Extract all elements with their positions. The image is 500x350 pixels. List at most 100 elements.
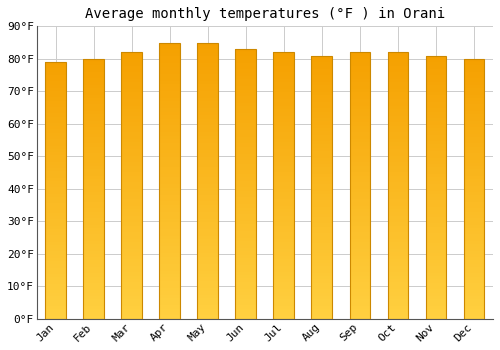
Bar (160, 205, 180, 208)
Bar (198, 56, 218, 60)
Bar (198, 139, 218, 143)
Bar (388, 179, 408, 182)
Bar (312, 85, 332, 89)
Bar (274, 192, 294, 196)
Bar (236, 157, 256, 160)
Bar (426, 154, 446, 158)
Bar (160, 298, 180, 302)
Bar (274, 129, 294, 132)
Bar (312, 302, 332, 306)
Bar (84, 309, 104, 313)
Bar (160, 60, 180, 63)
Bar (46, 200, 66, 203)
Bar (84, 75, 104, 78)
Bar (84, 257, 104, 260)
Bar (388, 232, 408, 236)
Bar (426, 217, 446, 220)
Bar (388, 52, 408, 319)
Bar (84, 273, 104, 276)
Bar (122, 186, 142, 189)
Bar (122, 59, 142, 62)
Bar (274, 159, 294, 162)
Bar (426, 131, 446, 134)
Bar (464, 85, 484, 88)
Bar (426, 253, 446, 256)
Bar (160, 191, 180, 195)
Bar (426, 197, 446, 201)
Bar (274, 135, 294, 139)
Bar (312, 217, 332, 220)
Bar (122, 219, 142, 222)
Bar (312, 293, 332, 296)
Bar (84, 299, 104, 303)
Bar (122, 275, 142, 279)
Bar (426, 167, 446, 171)
Bar (198, 267, 218, 271)
Bar (350, 59, 370, 62)
Bar (274, 99, 294, 102)
Bar (350, 232, 370, 236)
Bar (46, 88, 66, 91)
Bar (274, 312, 294, 316)
Bar (350, 189, 370, 192)
Bar (350, 135, 370, 139)
Bar (236, 150, 256, 154)
Bar (274, 149, 294, 152)
Bar (388, 116, 408, 119)
Bar (350, 299, 370, 302)
Bar (274, 309, 294, 312)
Bar (464, 65, 484, 69)
Bar (198, 229, 218, 232)
Bar (350, 249, 370, 252)
Bar (198, 43, 218, 319)
Bar (46, 248, 66, 251)
Bar (312, 134, 332, 138)
Bar (122, 302, 142, 306)
Bar (122, 152, 142, 156)
Bar (198, 298, 218, 302)
Bar (274, 252, 294, 256)
Bar (350, 199, 370, 202)
Bar (46, 284, 66, 287)
Bar (464, 234, 484, 238)
Bar (198, 250, 218, 253)
Bar (236, 218, 256, 221)
Bar (350, 166, 370, 169)
Bar (388, 109, 408, 112)
Bar (46, 255, 66, 258)
Bar (84, 98, 104, 101)
Bar (46, 165, 66, 168)
Bar (84, 306, 104, 309)
Bar (236, 120, 256, 123)
Bar (122, 99, 142, 102)
Bar (312, 56, 332, 319)
Bar (350, 142, 370, 146)
Bar (198, 88, 218, 91)
Bar (122, 62, 142, 65)
Bar (198, 284, 218, 288)
Bar (198, 181, 218, 184)
Bar (464, 195, 484, 198)
Bar (122, 222, 142, 226)
Bar (236, 312, 256, 315)
Bar (122, 179, 142, 182)
Bar (464, 160, 484, 163)
Bar (312, 233, 332, 237)
Bar (274, 139, 294, 142)
Bar (46, 264, 66, 267)
Bar (350, 79, 370, 82)
Bar (198, 226, 218, 229)
Bar (122, 295, 142, 299)
Bar (350, 159, 370, 162)
Bar (160, 257, 180, 260)
Bar (426, 92, 446, 95)
Bar (160, 119, 180, 122)
Bar (236, 103, 256, 106)
Bar (388, 222, 408, 226)
Bar (426, 204, 446, 207)
Bar (426, 118, 446, 121)
Bar (198, 264, 218, 267)
Bar (160, 250, 180, 253)
Bar (312, 161, 332, 164)
Bar (236, 275, 256, 278)
